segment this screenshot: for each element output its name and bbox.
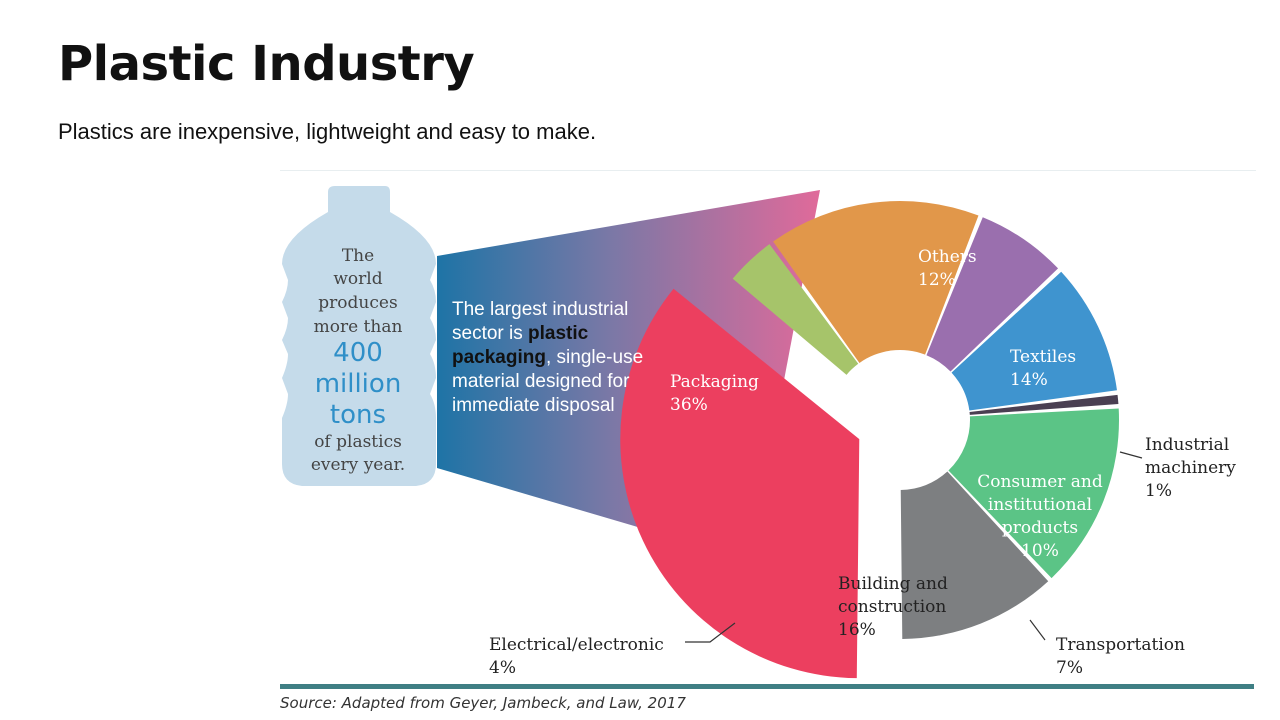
source-note: Source: Adapted from Geyer, Jambeck, and…: [280, 694, 686, 712]
callout-text-start: The largest industrial sector is: [452, 299, 629, 344]
bottom-divider: [280, 684, 1254, 689]
label-line: Electrical/electronic: [489, 635, 664, 655]
label-line: Others: [918, 247, 977, 267]
label-consumer: Consumer and institutional products 10%: [970, 471, 1110, 563]
pie-slice-electrical: [732, 244, 859, 375]
slide-subtitle: Plastics are inexpensive, lightweight an…: [58, 119, 597, 144]
pie-slices: [620, 201, 1119, 679]
label-line: products: [1001, 518, 1079, 538]
label-line: construction: [838, 597, 947, 617]
label-line: 1%: [1145, 481, 1172, 501]
label-line: Packaging: [670, 372, 759, 392]
bottle-text-line: more than: [313, 317, 403, 337]
bottle-shape: [282, 186, 436, 486]
callout-bold-text: plastic packaging: [452, 323, 589, 368]
label-transportation: Transportation 7%: [1056, 634, 1185, 680]
label-line: 36%: [670, 395, 708, 415]
bottle-big-number: 400: [333, 338, 383, 368]
bottle-text-line: world: [333, 269, 383, 289]
bottle-big-number: tons: [329, 400, 387, 430]
bottle-text-line: The: [341, 246, 375, 266]
callout-text-end: , single-use material designed for immed…: [452, 347, 644, 416]
pie-slice-transportation: [926, 217, 1059, 372]
label-others: Others 12%: [918, 246, 977, 292]
label-packaging: Packaging 36%: [670, 371, 759, 417]
label-line: 16%: [838, 620, 876, 640]
label-line: 10%: [1021, 541, 1059, 561]
label-building: Building and construction 16%: [838, 573, 948, 642]
bottle-text-line: of plastics: [314, 432, 402, 452]
label-electrical: Electrical/electronic 4%: [489, 634, 664, 680]
label-line: Industrial: [1145, 435, 1230, 455]
pie-slice-building: [773, 201, 979, 363]
pie-slice-textiles: [948, 408, 1119, 579]
pie-slice-packaging: [620, 288, 860, 679]
label-line: Textiles: [1010, 347, 1077, 367]
label-line: 7%: [1056, 658, 1083, 678]
pie-slice-others: [900, 471, 1049, 639]
chart-svg: [282, 186, 1143, 679]
label-line: Consumer and: [977, 472, 1103, 492]
label-line: Building and: [838, 574, 948, 594]
label-industrial-machinery: Industrial machinery 1%: [1145, 434, 1236, 503]
slide-title: Plastic Industry: [58, 36, 475, 92]
label-line: institutional: [987, 495, 1093, 515]
leader-lines: [685, 451, 1143, 643]
label-line: 12%: [918, 270, 956, 290]
leader-line-industrial: [1119, 451, 1143, 459]
leader-line-electrical: [685, 622, 736, 643]
pie-slice-industrial: [969, 394, 1119, 415]
label-textiles: Textiles 14%: [1010, 346, 1076, 392]
bottle-big-number: million: [314, 369, 402, 399]
leader-line-transportation: [1029, 619, 1046, 641]
top-divider: [280, 170, 1256, 171]
pie-slice-consumer: [951, 271, 1117, 411]
label-line: Transportation: [1056, 635, 1185, 655]
label-line: 4%: [489, 658, 516, 678]
bottle-text-line: every year.: [310, 455, 406, 475]
callout-text: The largest industrial sector is plastic…: [452, 298, 652, 418]
plastic-industry-infographic: The world produces more than 400 million…: [280, 168, 1256, 712]
label-line: machinery: [1145, 458, 1236, 478]
label-line: 14%: [1010, 370, 1048, 390]
bottle-text-line: produces: [318, 293, 398, 313]
